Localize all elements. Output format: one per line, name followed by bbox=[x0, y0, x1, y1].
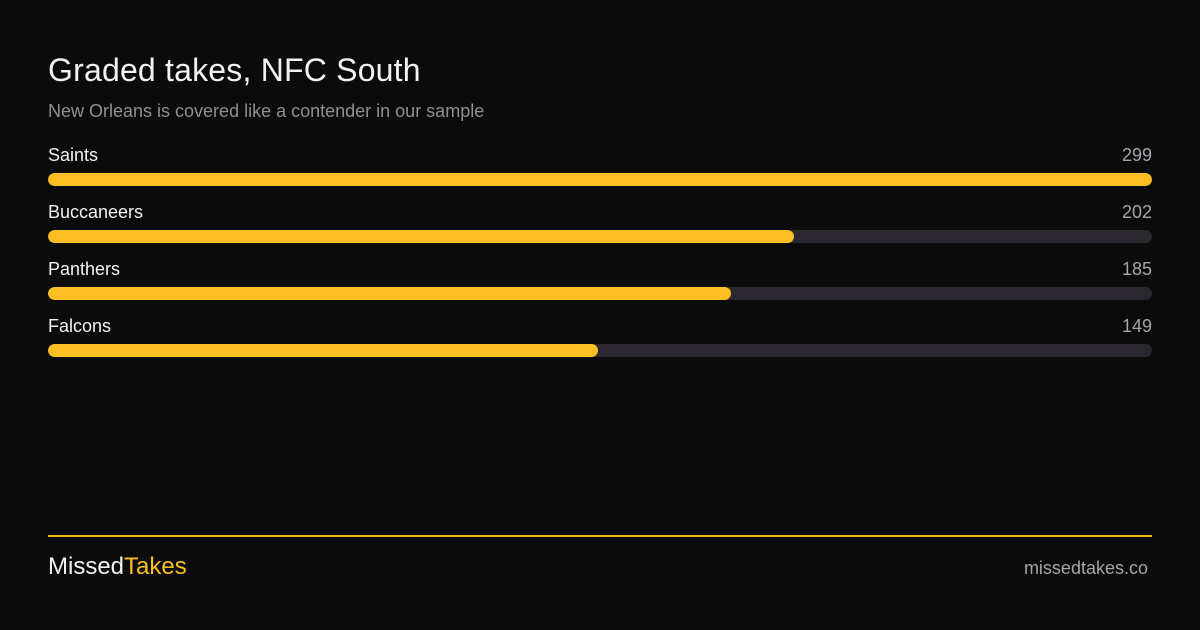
bar-label: Saints bbox=[48, 145, 99, 165]
bar-value-label: 185 bbox=[1121, 259, 1152, 279]
brand-logo: MissedTakes bbox=[48, 552, 187, 582]
bar-row: Saints 299 bbox=[48, 143, 1152, 200]
site-url: missedtakes.co bbox=[1023, 558, 1148, 578]
bar-label: Buccaneers bbox=[48, 202, 144, 222]
bar-track bbox=[48, 344, 1152, 357]
bar-row: Falcons 149 bbox=[48, 314, 1152, 371]
bar-row: Panthers 185 bbox=[48, 257, 1152, 314]
bar-value-label: 149 bbox=[1121, 316, 1152, 336]
bar-label: Falcons bbox=[48, 316, 112, 336]
bar-track bbox=[48, 287, 1152, 300]
bar-list: Saints 299 Buccaneers 202 Panthers 185 Falcons… bbox=[48, 143, 1152, 371]
bar-value-label: 202 bbox=[1121, 202, 1152, 222]
bar-fill bbox=[48, 173, 1152, 186]
bar-value-label: 299 bbox=[1121, 145, 1152, 165]
bar-fill bbox=[48, 344, 598, 357]
brand-logo-part-1: Missed bbox=[48, 553, 125, 580]
bar-track bbox=[48, 173, 1152, 186]
bar-row: Buccaneers 202 bbox=[48, 200, 1152, 257]
bar-fill bbox=[48, 287, 731, 300]
footer-divider bbox=[48, 535, 1152, 537]
brand-logo-part-2: Takes bbox=[124, 553, 187, 580]
bar-track bbox=[48, 230, 1152, 243]
chart-title: Graded takes, NFC South bbox=[48, 52, 421, 88]
chart-subtitle: New Orleans is covered like a contender … bbox=[48, 101, 485, 121]
bar-fill bbox=[48, 230, 794, 243]
bar-label: Panthers bbox=[48, 259, 121, 279]
